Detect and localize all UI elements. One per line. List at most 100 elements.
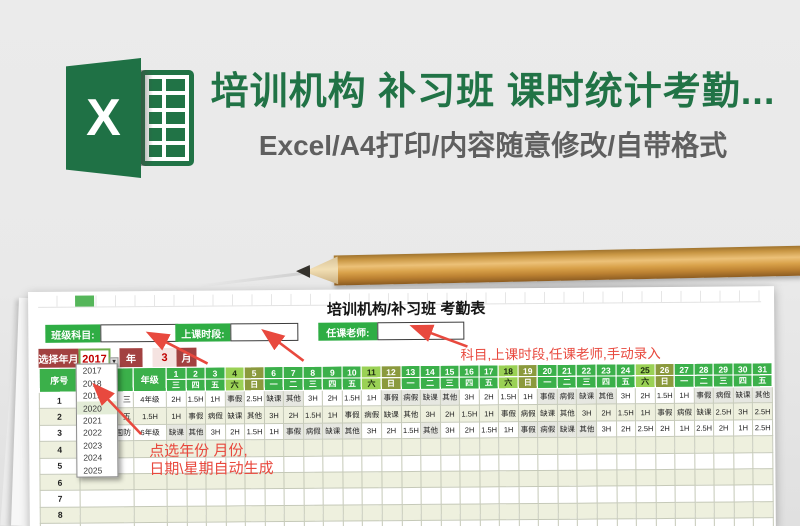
attendance-cell[interactable]: 1.5H (654, 387, 675, 404)
attendance-cell[interactable]: 缺课 (694, 403, 714, 421)
day-number-header[interactable]: 22 (576, 364, 597, 377)
attendance-cell[interactable] (460, 503, 481, 521)
attendance-cell[interactable]: 3H (596, 420, 617, 438)
attendance-cell[interactable]: 事假 (342, 406, 363, 423)
attendance-cell[interactable]: 2.5H (752, 419, 773, 436)
attendance-cell[interactable] (596, 437, 617, 454)
weekday-header[interactable]: 一 (263, 378, 284, 391)
attendance-cell[interactable]: 其他 (420, 422, 441, 439)
day-number-header[interactable]: 28 (693, 363, 714, 376)
attendance-cell[interactable] (753, 517, 774, 526)
attendance-cell[interactable] (479, 437, 500, 455)
attendance-cell[interactable] (440, 454, 461, 472)
weekday-header[interactable]: 三 (166, 379, 186, 392)
attendance-cell[interactable] (557, 486, 578, 504)
attendance-cell[interactable]: 1H (498, 421, 519, 438)
student-name-cell[interactable] (80, 506, 135, 524)
attendance-cell[interactable]: 2H (655, 420, 675, 437)
attendance-cell[interactable]: 其他 (439, 389, 460, 406)
attendance-cell[interactable] (655, 485, 676, 503)
attendance-cell[interactable] (538, 519, 559, 526)
day-number-header[interactable]: 2 (185, 367, 206, 380)
attendance-cell[interactable]: 2H (225, 423, 245, 441)
year-option[interactable]: 2021 (82, 415, 102, 426)
attendance-cell[interactable] (303, 488, 324, 506)
attendance-cell[interactable]: 事假 (694, 387, 714, 404)
attendance-cell[interactable]: 1.5H (459, 405, 480, 422)
month-value-cell[interactable]: 3 (152, 347, 177, 368)
attendance-cell[interactable] (597, 486, 617, 503)
attendance-cell[interactable] (362, 438, 382, 456)
attendance-cell[interactable]: 事假 (381, 389, 401, 407)
attendance-cell[interactable]: 3H (459, 388, 480, 406)
attendance-cell[interactable] (479, 487, 500, 504)
attendance-cell[interactable] (479, 454, 500, 471)
attendance-cell[interactable]: 1H (264, 423, 284, 440)
grade-cell[interactable]: 4年级 (133, 391, 167, 409)
attendance-cell[interactable] (342, 455, 363, 472)
grade-cell[interactable] (134, 489, 168, 507)
attendance-cell[interactable] (675, 502, 696, 519)
attendance-cell[interactable] (284, 455, 304, 473)
attendance-cell[interactable]: 缺课 (733, 386, 753, 404)
attendance-cell[interactable]: 病假 (205, 407, 226, 424)
attendance-cell[interactable] (518, 470, 539, 487)
attendance-cell[interactable] (518, 437, 539, 455)
weekday-header[interactable]: 三 (576, 376, 597, 389)
attendance-cell[interactable] (264, 505, 285, 522)
weekday-header[interactable]: 六 (361, 377, 382, 390)
attendance-cell[interactable]: 缺课 (576, 388, 597, 405)
attendance-cell[interactable] (753, 468, 773, 486)
attendance-cell[interactable]: 2H (166, 391, 186, 408)
attendance-cell[interactable]: 3H (733, 403, 753, 420)
attendance-cell[interactable]: 缺课 (322, 422, 343, 440)
attendance-cell[interactable] (714, 518, 735, 526)
weekday-header[interactable]: 一 (400, 377, 421, 390)
attendance-cell[interactable] (714, 501, 735, 519)
attendance-cell[interactable]: 缺课 (381, 405, 402, 423)
attendance-cell[interactable] (343, 521, 363, 526)
attendance-cell[interactable] (401, 454, 422, 472)
attendance-cell[interactable] (636, 518, 657, 526)
attendance-cell[interactable] (323, 455, 343, 473)
weekday-header[interactable]: 四 (459, 376, 480, 390)
attendance-cell[interactable]: 2H (440, 405, 460, 423)
attendance-cell[interactable]: 病假 (713, 386, 734, 404)
row-index-cell[interactable]: 7 (40, 490, 81, 508)
attendance-cell[interactable] (733, 485, 754, 502)
year-option[interactable]: 2022 (83, 427, 103, 438)
attendance-cell[interactable]: 2.5H (713, 403, 734, 420)
day-number-header[interactable]: 30 (732, 362, 753, 375)
attendance-cell[interactable] (636, 469, 656, 487)
day-number-header[interactable]: 12 (381, 365, 401, 378)
row-index-cell[interactable]: 2 (39, 408, 80, 426)
attendance-cell[interactable] (519, 519, 539, 526)
year-option[interactable]: 2025 (83, 465, 103, 476)
attendance-cell[interactable]: 2H (381, 422, 402, 439)
attendance-cell[interactable]: 1.5H (342, 389, 362, 407)
grade-header[interactable]: 年级 (133, 367, 167, 392)
attendance-cell[interactable]: 其他 (400, 405, 421, 423)
index-header[interactable]: 序号 (39, 368, 80, 393)
attendance-cell[interactable] (264, 488, 285, 506)
attendance-cell[interactable] (323, 504, 344, 522)
attendance-cell[interactable]: 事假 (655, 403, 675, 421)
attendance-cell[interactable] (362, 488, 383, 505)
attendance-cell[interactable] (596, 469, 617, 487)
year-option[interactable]: 2019 (82, 390, 102, 401)
weekday-header[interactable]: 四 (733, 374, 753, 387)
attendance-cell[interactable]: 2.5H (752, 403, 773, 420)
day-number-header[interactable]: 7 (283, 366, 304, 379)
class-time-input[interactable] (230, 322, 299, 342)
attendance-cell[interactable] (655, 518, 676, 526)
attendance-cell[interactable] (342, 439, 363, 456)
attendance-cell[interactable]: 病假 (537, 421, 558, 438)
attendance-cell[interactable]: 其他 (596, 387, 616, 405)
attendance-cell[interactable] (284, 488, 305, 506)
attendance-cell[interactable] (674, 436, 695, 453)
attendance-cell[interactable] (616, 436, 636, 454)
attendance-cell[interactable] (558, 502, 578, 520)
weekday-header[interactable]: 日 (381, 377, 401, 390)
attendance-cell[interactable]: 病假 (361, 406, 382, 423)
attendance-cell[interactable]: 病假 (674, 403, 695, 421)
